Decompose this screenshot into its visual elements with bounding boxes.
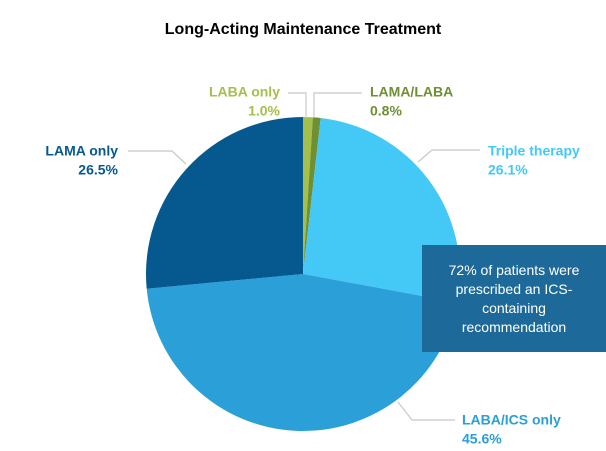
- leader-line: [417, 149, 480, 163]
- value-label: 0.8%: [370, 103, 402, 119]
- leader-line: [288, 92, 307, 118]
- value-label: 45.6%: [462, 431, 502, 447]
- chart-title: Long-Acting Maintenance Treatment: [165, 21, 442, 38]
- annotation: 72% of patients were prescribed an ICS-c…: [422, 245, 606, 352]
- slice-label: LABA/ICS only: [462, 412, 561, 428]
- pie-slice: [303, 117, 313, 274]
- slice-label: Triple therapy: [488, 143, 580, 159]
- value-label: 26.1%: [488, 162, 528, 178]
- slice-label: LABA only: [209, 84, 280, 100]
- pie-slice: [146, 274, 458, 432]
- leader-line: [313, 92, 362, 118]
- leader-line: [397, 401, 455, 421]
- value-label: 26.5%: [78, 162, 118, 178]
- slice-label: LAMA only: [45, 143, 118, 159]
- pie-slice: [146, 117, 303, 289]
- pie-slice: [303, 117, 321, 274]
- pie-slice: [303, 118, 461, 303]
- leader-line: [128, 150, 187, 165]
- value-label: 1.0%: [248, 103, 280, 119]
- slice-label: LAMA/LABA: [370, 84, 453, 100]
